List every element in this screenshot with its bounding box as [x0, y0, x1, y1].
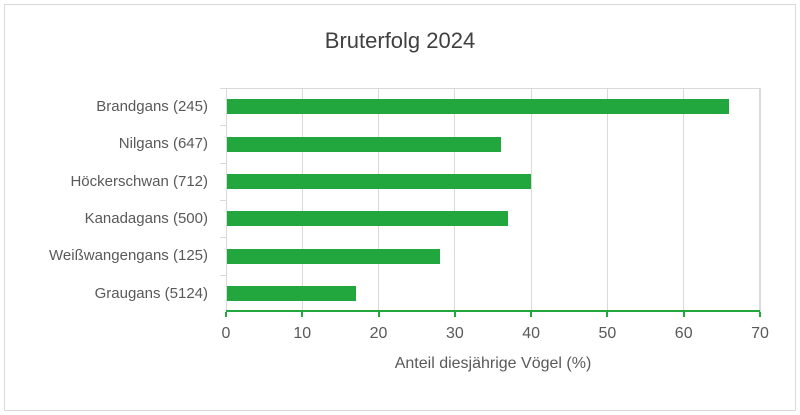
chart-title: Bruterfolg 2024	[324, 28, 476, 53]
category-tick-3	[220, 200, 226, 201]
x-tick-label-10: 10	[293, 325, 312, 342]
bar-5	[227, 285, 356, 301]
category-tick-4	[220, 237, 226, 239]
x-axis-tick-70	[759, 312, 761, 317]
bar-2	[227, 173, 532, 189]
x-axis-tick-40	[530, 312, 533, 317]
bar-0	[227, 99, 730, 115]
x-axis-tick-30	[453, 312, 456, 317]
category-tick-0	[220, 88, 226, 89]
x-tick-label-20: 20	[369, 325, 388, 342]
category-tick-1	[220, 125, 226, 127]
x-axis-tick-20	[377, 312, 380, 317]
gridline-x-70	[759, 88, 761, 312]
category-label-2: Höckerschwan (712)	[70, 172, 208, 190]
bar-3	[227, 211, 509, 227]
x-axis-tick-60	[682, 312, 685, 317]
gridline-x-10	[301, 88, 303, 312]
x-tick-label-40: 40	[522, 325, 541, 342]
x-axis-title: Anteil diesjährige Vögel (%)	[394, 355, 592, 372]
x-axis-tick-50	[606, 312, 609, 317]
x-tick-label-30: 30	[445, 325, 464, 342]
gridline-x-50	[606, 88, 608, 312]
category-label-4: Weißwangengans (125)	[49, 247, 208, 265]
x-axis-tick-10	[301, 312, 304, 317]
x-tick-label-60: 60	[674, 325, 693, 342]
plot-area	[220, 88, 761, 317]
x-tick-label-50: 50	[598, 325, 617, 342]
bar-4	[227, 248, 440, 264]
x-axis-line	[226, 310, 760, 312]
y-axis-line	[226, 88, 227, 312]
category-label-5: Graugans (5124)	[94, 284, 208, 302]
x-tick-label-0: 0	[221, 325, 231, 342]
x-tick-label-70: 70	[751, 325, 769, 342]
x-axis-tick-labels: 0 10 20 30 40 50 60 70	[222, 325, 769, 345]
bar-1	[227, 136, 501, 152]
plot-border-top	[226, 88, 760, 89]
category-label-3: Kanadagans (500)	[84, 210, 208, 228]
gridline-x-60	[683, 88, 685, 312]
category-label-1: Nilgans (647)	[118, 135, 208, 153]
category-axis-labels: Brandgans (245) Nilgans (647) Höckerschwan…	[0, 88, 208, 312]
category-tick-5	[220, 274, 226, 276]
gridline-x-30	[454, 88, 456, 312]
category-tick-2	[220, 162, 226, 164]
gridline-x-40	[530, 88, 532, 312]
x-axis-tick-0	[225, 312, 227, 317]
category-label-0: Brandgans (245)	[96, 98, 208, 116]
gridline-x-20	[378, 88, 380, 312]
